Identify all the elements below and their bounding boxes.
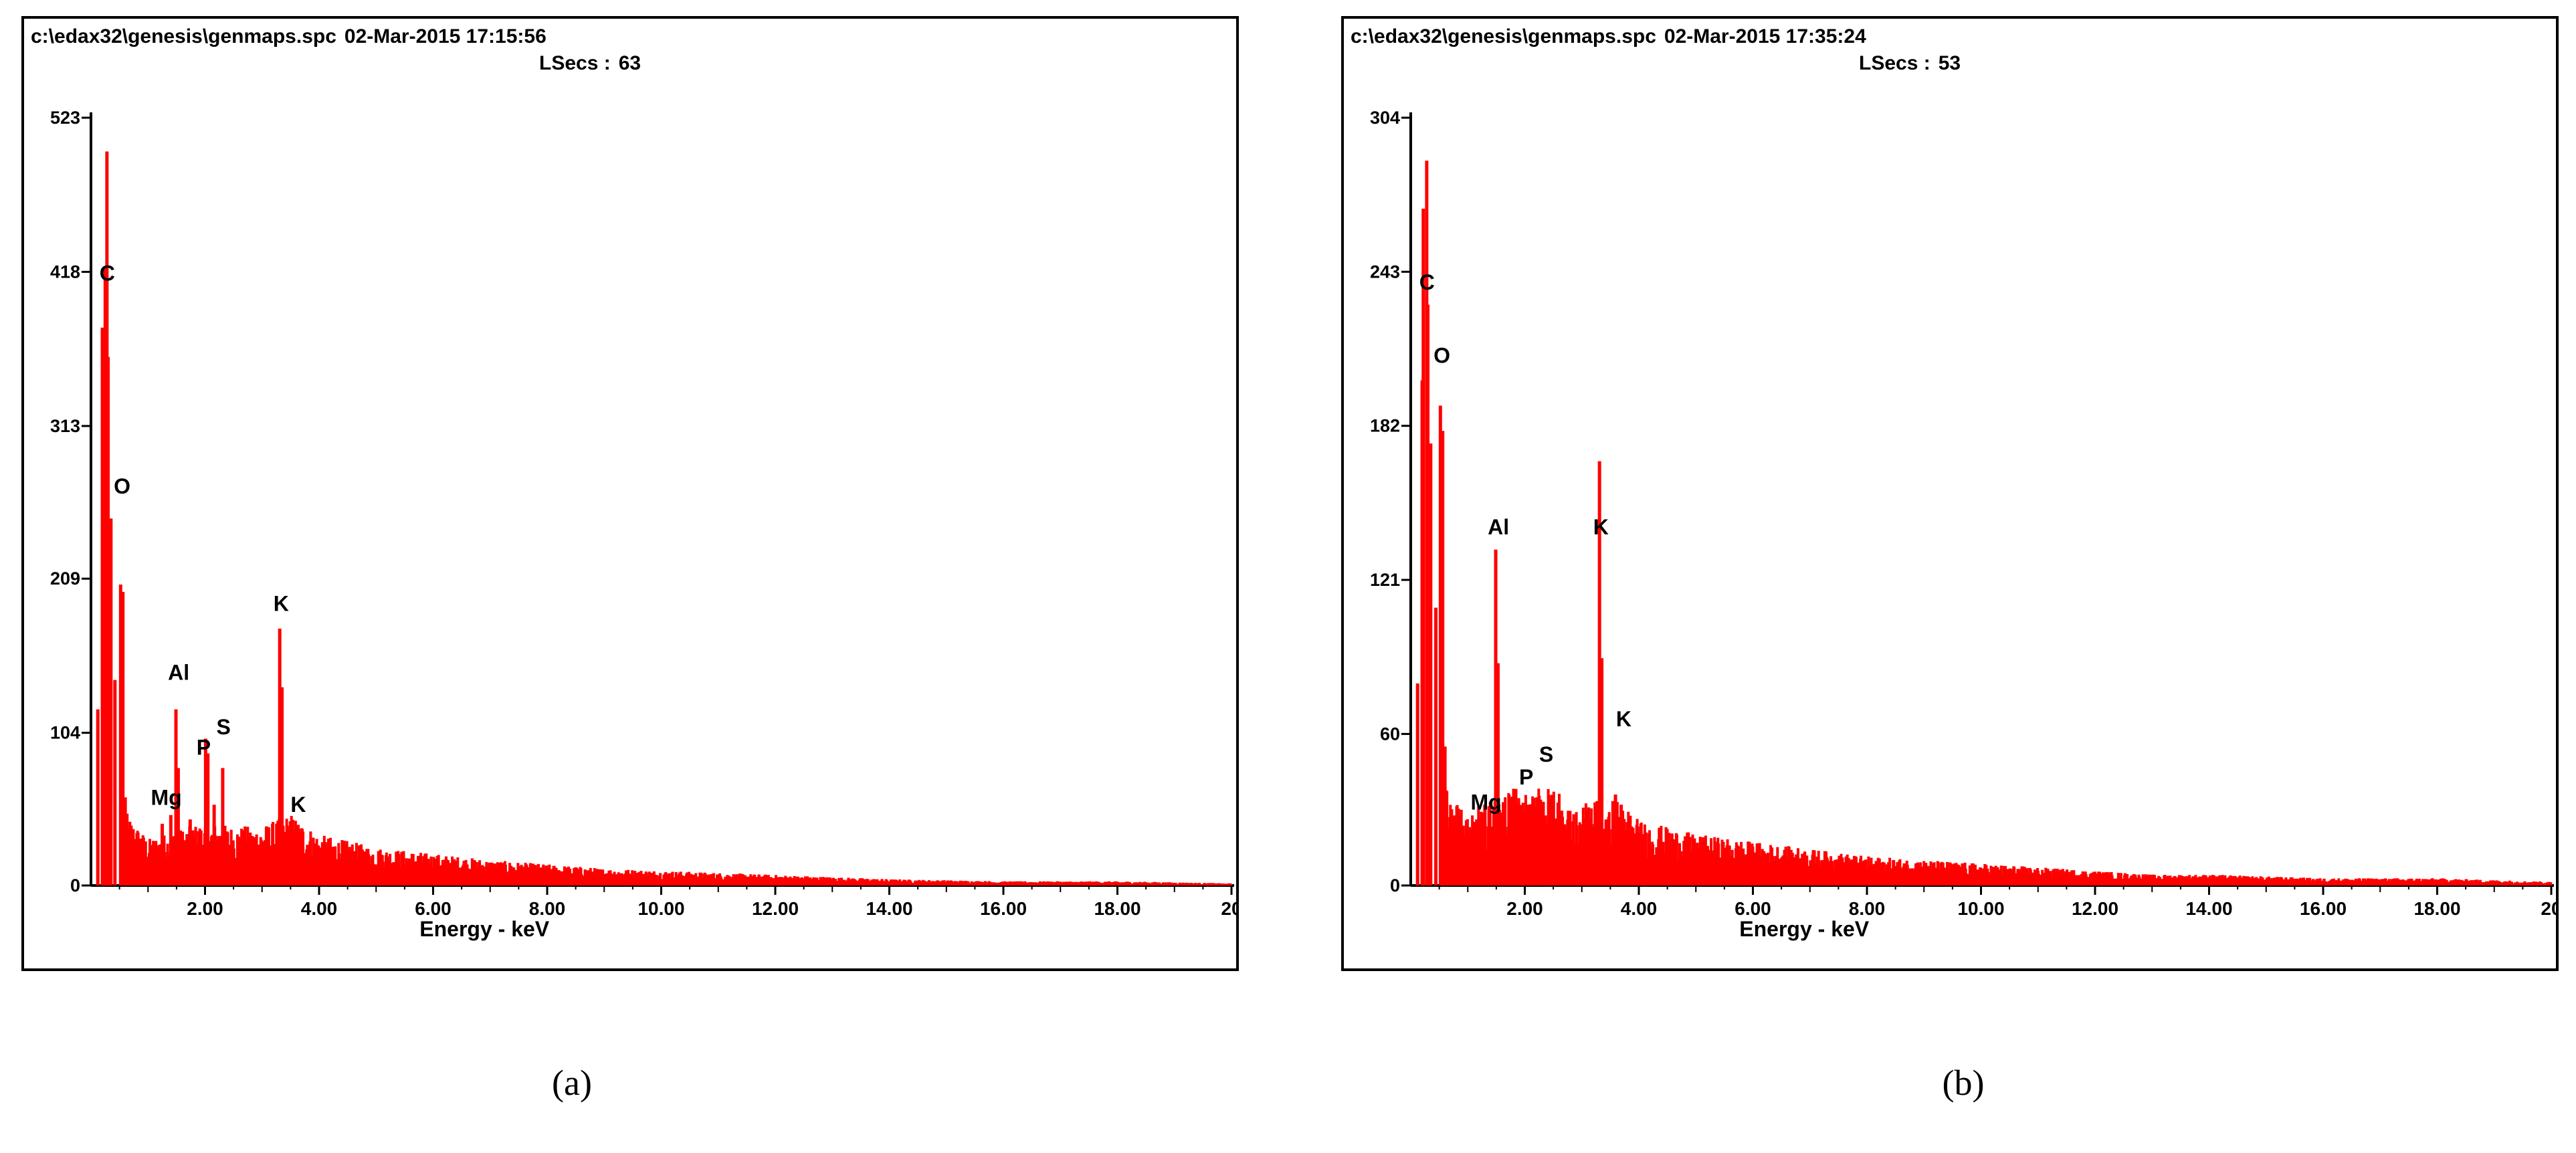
x-tick-label: 14.00 <box>2185 898 2232 919</box>
x-tick-label: 12.00 <box>752 898 799 919</box>
y-tick-label: 313 <box>50 416 80 436</box>
live-seconds: LSecs : 63 <box>539 54 641 74</box>
spectrum-baseline <box>124 813 1233 885</box>
peak-label: O <box>1433 343 1450 367</box>
file-path: c:\edax32\genesis\genmaps.spc <box>1351 25 1656 47</box>
lsecs-label: LSecs : <box>1859 52 1930 74</box>
y-tick-label: 243 <box>1370 261 1400 282</box>
x-axis-label: Energy - keV <box>1739 917 1870 941</box>
x-tick-label: 8.00 <box>1849 898 1886 919</box>
x-axis-label: Energy - keV <box>419 917 550 941</box>
x-tick-label: 20 <box>2541 898 2556 919</box>
peak-label: O <box>114 474 130 498</box>
x-tick-label: 10.00 <box>637 898 684 919</box>
panel-caption-a: (a) <box>552 1063 592 1103</box>
peak-label: Mg <box>151 785 182 809</box>
spectrum-panel-a: c:\edax32\genesis\genmaps.spc 02-Mar-2015… <box>21 16 1239 971</box>
spectrum-chart-b: 0 60 121 182 243 304 2.00 4.00 6.00 8.00 10.00 12.0… <box>1370 108 2556 941</box>
y-tick-label: 0 <box>70 875 80 896</box>
x-tick-label: 12.00 <box>2072 898 2118 919</box>
acquisition-timestamp: 02-Mar-2015 17:35:24 <box>1664 25 1866 47</box>
peak-label: Mg <box>1471 791 1502 815</box>
x-tick-label: 2.00 <box>1506 898 1543 919</box>
lsecs-label: LSecs : <box>539 52 611 74</box>
peak-label: Al <box>168 661 189 685</box>
y-tick-label: 104 <box>50 723 80 743</box>
x-tick-label: 2.00 <box>187 898 223 919</box>
x-tick-label: 18.00 <box>1094 898 1141 919</box>
peak-label: K <box>1616 707 1631 731</box>
spectrum-series <box>1415 161 2553 885</box>
peak-label: K <box>290 793 306 817</box>
peak-label: C <box>100 261 115 286</box>
x-tick-label: 6.00 <box>1735 898 1771 919</box>
x-tick-label: 16.00 <box>980 898 1027 919</box>
spectrum-series <box>96 151 1233 885</box>
x-tick-label: 14.00 <box>866 898 912 919</box>
y-tick-label: 418 <box>50 261 80 282</box>
lsecs-value: 53 <box>1938 52 1961 74</box>
y-tick-label: 60 <box>1380 724 1400 744</box>
peak-label: P <box>197 736 211 760</box>
live-seconds: LSecs : 53 <box>1859 54 1961 74</box>
x-tick-label: 4.00 <box>1621 898 1658 919</box>
peak-label: S <box>217 715 231 739</box>
peak-label: S <box>1539 742 1553 766</box>
spectrum-chart-a: 0 104 209 313 418 523 2.00 4.00 6.00 8.00 10.00 12.… <box>50 108 1236 941</box>
y-tick-label: 304 <box>1370 108 1400 128</box>
file-header: c:\edax32\genesis\genmaps.spc 02-Mar-2015… <box>31 27 547 47</box>
acquisition-timestamp: 02-Mar-2015 17:15:56 <box>344 25 547 47</box>
y-tick-label: 209 <box>50 568 80 589</box>
y-tick-label: 121 <box>1370 570 1400 590</box>
y-tick-label: 182 <box>1370 416 1400 436</box>
x-tick-label: 16.00 <box>2300 898 2347 919</box>
x-tick-label: 10.00 <box>1957 898 2004 919</box>
file-header: c:\edax32\genesis\genmaps.spc 02-Mar-2015… <box>1351 27 1866 47</box>
peak-label: P <box>1519 765 1533 789</box>
peak-label: Al <box>1488 515 1509 539</box>
spectrum-baseline <box>1444 789 2553 885</box>
spectrum-panel-b: c:\edax32\genesis\genmaps.spc 02-Mar-2015… <box>1341 16 2559 971</box>
x-tick-label: 20 <box>1221 898 1236 919</box>
y-tick-label: 0 <box>1390 875 1400 896</box>
x-tick-label: 6.00 <box>415 898 452 919</box>
peak-label: C <box>1419 270 1435 294</box>
peak-label: K <box>274 592 289 616</box>
x-tick-label: 4.00 <box>301 898 338 919</box>
lsecs-value: 63 <box>618 52 641 74</box>
file-path: c:\edax32\genesis\genmaps.spc <box>31 25 336 47</box>
x-tick-label: 18.00 <box>2413 898 2460 919</box>
panel-caption-b: (b) <box>1942 1063 1985 1103</box>
x-tick-label: 8.00 <box>529 898 566 919</box>
y-tick-label: 523 <box>50 108 80 128</box>
peak-label: K <box>1593 515 1609 539</box>
